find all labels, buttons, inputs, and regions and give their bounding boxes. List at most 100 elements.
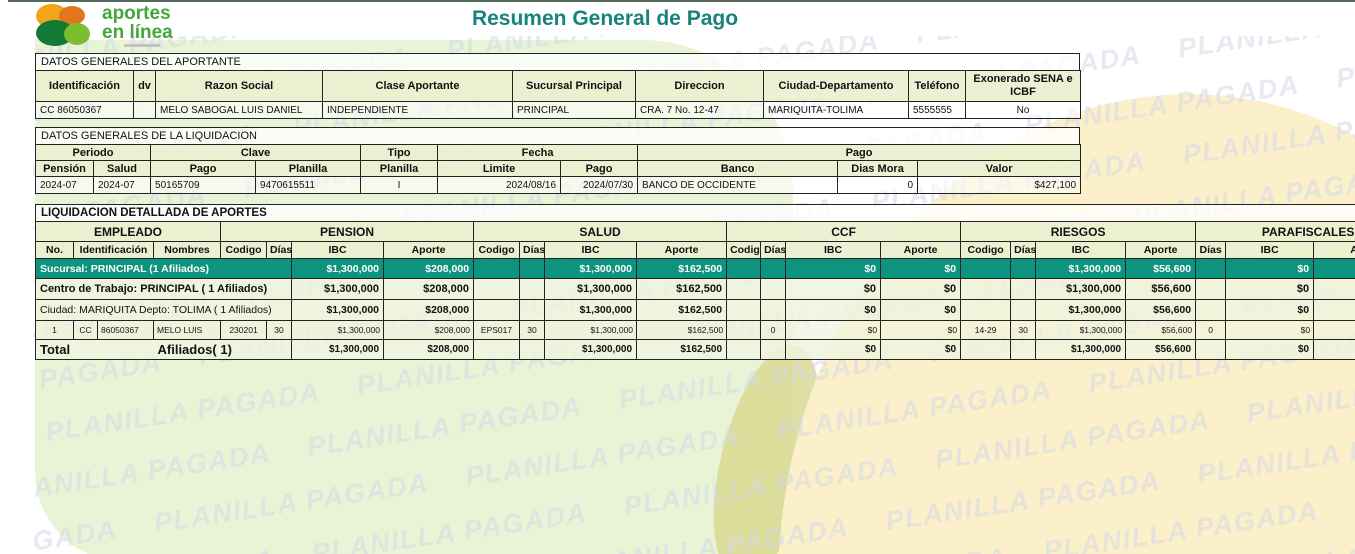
data-cell: 2024/08/16	[437, 176, 562, 194]
data-cell: $56,600	[1125, 339, 1197, 360]
data-cell: 1	[35, 320, 74, 340]
header-cell: IBC	[544, 241, 638, 259]
data-cell: Centro de Trabajo: PRINCIPAL ( 1 Afiliad…	[34, 278, 293, 300]
header-row: Identificación dv Razon Social Clase Aporta…	[35, 70, 1081, 102]
header-cell: Limite	[437, 160, 562, 177]
data-cell: $1,300,000	[1035, 320, 1127, 340]
data-cell	[519, 339, 546, 360]
header-cell: Dias Mora	[837, 160, 919, 177]
top-divider	[8, 0, 1355, 2]
header-cell: Días	[266, 241, 293, 259]
data-cell: 30	[1010, 320, 1037, 340]
ciudad-row: Ciudad: MARIQUITA Depto: TOLIMA ( 1 Afil…	[34, 299, 1355, 321]
header-cell: CCF	[726, 221, 962, 242]
logo-wordmark-line1: aportes	[102, 3, 171, 24]
data-cell	[1195, 339, 1227, 360]
data-cell: $1,300,000	[1035, 299, 1127, 321]
header-cell: Codigo	[220, 241, 268, 259]
data-cell: 2024/07/30	[560, 176, 639, 194]
logo-circle-orange-dark-icon	[59, 6, 85, 25]
data-cell: I	[360, 176, 439, 194]
data-cell	[473, 258, 521, 279]
data-cell: $208,000	[383, 278, 475, 300]
header-cell: Aporte	[1313, 241, 1355, 259]
data-cell	[473, 299, 521, 321]
data-cell: $1,300,000	[544, 258, 638, 279]
data-cell: 2024-07	[35, 176, 94, 194]
data-cell: $1,300,000	[544, 320, 638, 340]
data-cell: 9470615511	[255, 176, 362, 194]
data-cell	[473, 278, 521, 300]
data-cell: $1,300,000	[291, 320, 385, 340]
data-cell	[760, 278, 787, 300]
header-row: EMPLEADO PENSION SALUD CCF RIESGOS PARAFISCAL…	[34, 221, 1355, 242]
data-cell: 230201	[220, 320, 268, 340]
data-cell: $208,000	[383, 320, 475, 340]
data-cell	[726, 278, 762, 300]
data-cell: $1,300,000	[1035, 258, 1127, 279]
data-cell: $0	[785, 320, 882, 340]
data-cell: Afiliados( 1)	[153, 339, 293, 360]
header-cell: Razon Social	[155, 70, 323, 102]
header-cell: IBC	[1035, 241, 1127, 259]
header-cell: dv	[133, 70, 156, 102]
data-cell: $0	[1225, 339, 1315, 360]
logo-wordmark-line2: en línea	[102, 22, 173, 43]
header-cell: Clase Aportante	[322, 70, 513, 102]
header-cell: Días	[760, 241, 787, 259]
header-cell: Teléfono	[908, 70, 966, 102]
data-cell: No	[965, 101, 1081, 119]
header-cell: Nombres	[152, 241, 222, 259]
data-cell: $208,000	[383, 258, 475, 279]
data-cell: $1,300,000	[291, 278, 385, 300]
header-cell: Sucursal Principal	[512, 70, 636, 102]
data-cell	[1313, 278, 1355, 300]
aportante-data-row: CC 86050367 MELO SABOGAL LUIS DANIEL INDEP…	[35, 101, 1081, 119]
header-cell: Aporte	[1125, 241, 1197, 259]
data-cell: $0	[1225, 320, 1315, 340]
data-cell: $0	[785, 278, 882, 300]
logo-circle-green-light-icon	[64, 23, 90, 45]
centro-trabajo-row: Centro de Trabajo: PRINCIPAL ( 1 Afiliad…	[34, 278, 1355, 300]
data-cell: 5555555	[908, 101, 966, 119]
header-cell: Valor	[917, 160, 1082, 177]
data-cell: 30	[519, 320, 546, 340]
data-cell: CC 86050367	[35, 101, 134, 119]
data-cell: $0	[880, 320, 962, 340]
data-cell: MARIQUITA-TOLIMA	[763, 101, 909, 119]
data-cell	[1010, 299, 1037, 321]
header-cell: Periodo	[34, 144, 152, 161]
header-cell: Exonerado SENA e ICBF	[965, 70, 1081, 102]
header-cell: Pensión	[35, 160, 94, 177]
header-cell: Codigo	[960, 241, 1012, 259]
header-row: Pensión Salud Pago Planilla Planilla Limite Pa…	[35, 160, 1082, 177]
data-cell: $1,300,000	[544, 299, 638, 321]
logo-circles-icon	[36, 4, 94, 48]
data-cell: 0	[760, 320, 787, 340]
data-cell: $0	[880, 339, 962, 360]
data-cell: $208,000	[383, 339, 475, 360]
data-cell: $162,500	[636, 339, 728, 360]
data-cell	[726, 299, 762, 321]
data-cell: BANCO DE OCCIDENTE	[637, 176, 839, 194]
data-cell: 2024-07	[92, 176, 152, 194]
data-cell: $0	[880, 278, 962, 300]
aportante-section: DATOS GENERALES DEL APORTANTE Identifica…	[35, 53, 1081, 119]
sucursal-subtotal-row: Sucursal: PRINCIPAL (1 Afiliados) $1,300,…	[34, 258, 1355, 279]
header-cell: Codigo	[726, 241, 762, 259]
data-cell: $0	[785, 339, 882, 360]
liquidacion-table: Periodo Clave Tipo Fecha Pago Pensión Salud Pag…	[34, 144, 1082, 194]
header-cell: SALUD	[473, 221, 728, 242]
data-cell	[519, 258, 546, 279]
data-cell: CC	[73, 320, 98, 340]
header-cell: Aporte	[636, 241, 728, 259]
detalle-section: LIQUIDACION DETALLADA DE APORTES EMPLEAD…	[34, 204, 1355, 360]
data-cell: Sucursal: PRINCIPAL (1 Afiliados)	[34, 258, 293, 279]
data-cell	[726, 320, 762, 340]
data-cell: $1,300,000	[1035, 278, 1127, 300]
data-cell: EPS017	[473, 320, 521, 340]
header-cell: Direccion	[635, 70, 764, 102]
liquidacion-caption: DATOS GENERALES DE LA LIQUIDACION	[35, 127, 1080, 145]
data-cell: $1,300,000	[291, 339, 385, 360]
data-cell: 30	[266, 320, 293, 340]
